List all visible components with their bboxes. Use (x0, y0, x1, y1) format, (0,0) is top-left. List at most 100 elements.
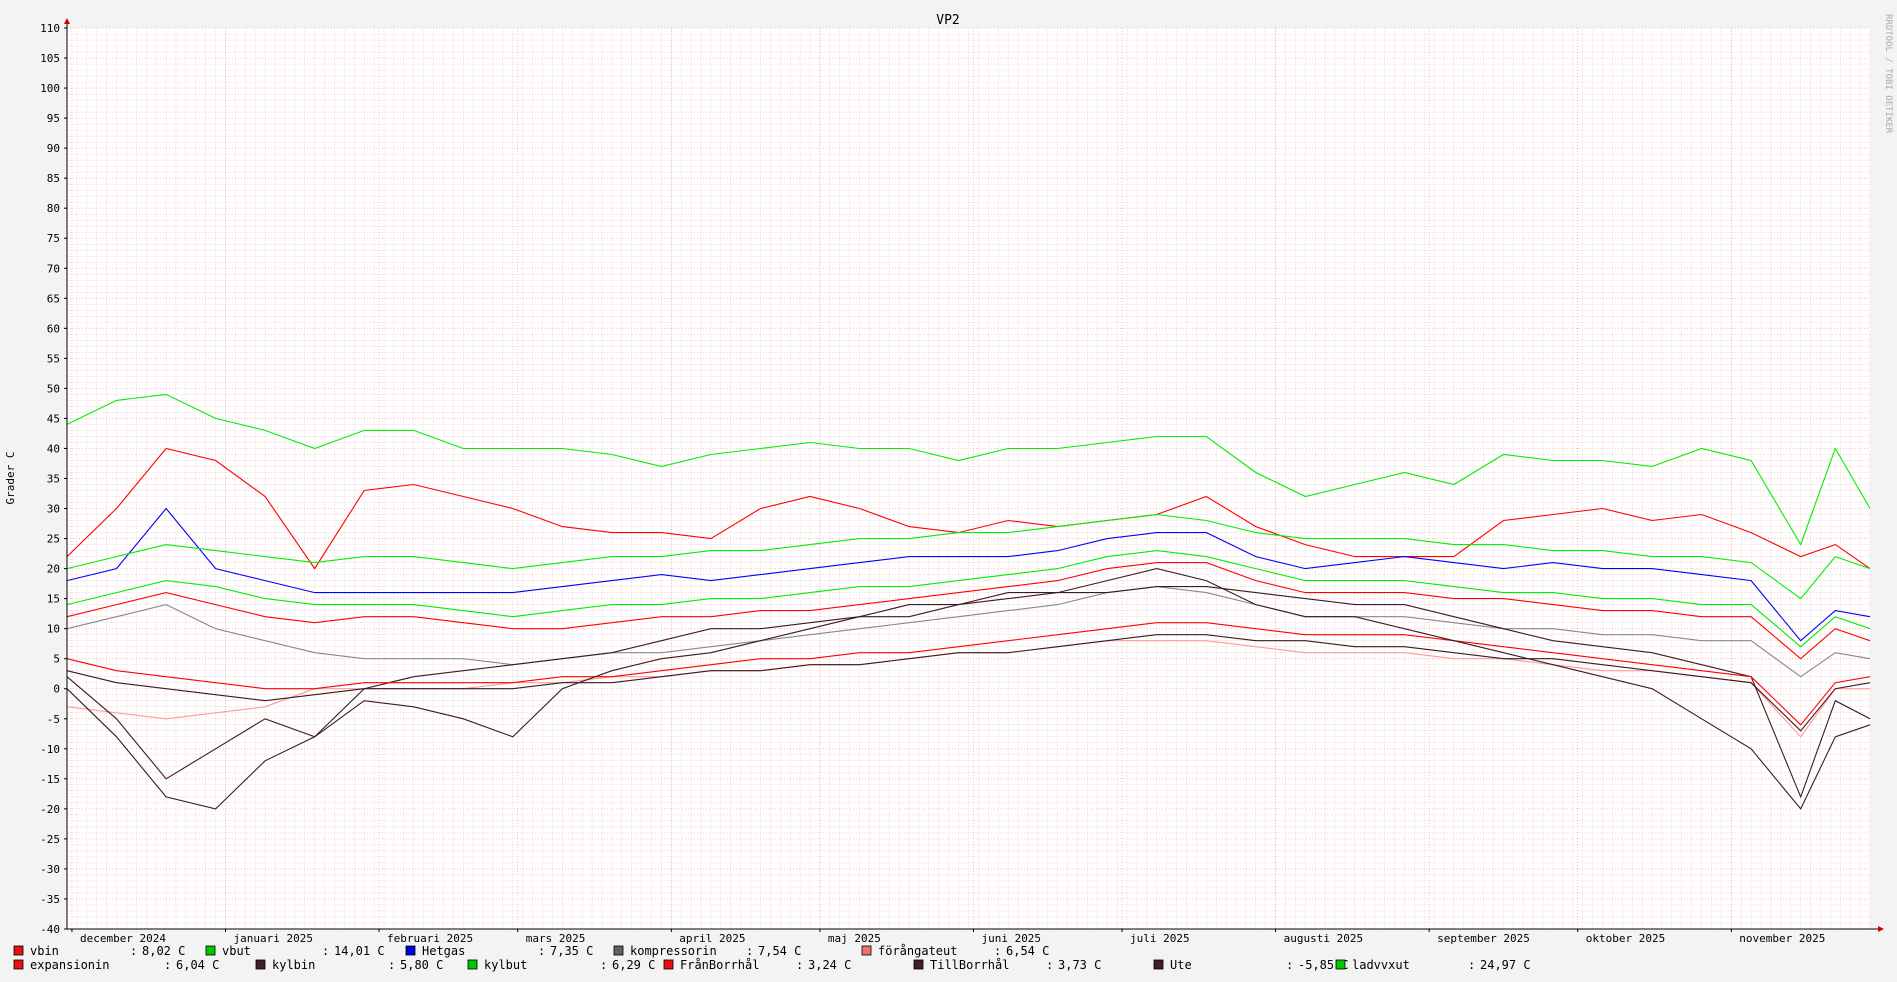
legend-value: 6,04 C (176, 958, 219, 972)
x-tick-label: juli 2025 (1130, 932, 1190, 945)
legend-value: 3,24 C (808, 958, 851, 972)
y-tick-label: 105 (40, 52, 60, 65)
y-tick-label: 35 (47, 473, 60, 486)
y-tick-label: 20 (47, 563, 60, 576)
y-tick-label: -15 (40, 773, 60, 786)
y-tick-label: 30 (47, 503, 60, 516)
grid (66, 27, 1871, 930)
y-tick-label: 50 (47, 382, 60, 395)
legend-name: förångateut (878, 944, 957, 958)
x-tick-label: juni 2025 (981, 932, 1041, 945)
legend-name: kompressorin (630, 944, 717, 958)
legend-value: 8,02 C (142, 944, 185, 958)
legend-colon: : (746, 944, 753, 958)
y-tick-label: -35 (40, 893, 60, 906)
legend-colon: : (796, 958, 803, 972)
x-tick-label: augusti 2025 (1284, 932, 1363, 945)
legend-colon: : (538, 944, 545, 958)
legend-swatch (861, 945, 872, 956)
series-line-expansionin (66, 562, 1871, 660)
x-tick-label: november 2025 (1739, 932, 1825, 945)
legend-value: 7,54 C (758, 944, 801, 958)
legend-item-förångateut: förångateut:6,54 C (861, 944, 1049, 958)
series-line-kompressorin (66, 586, 1871, 678)
series-line-kylbut (66, 550, 1871, 648)
legend-item-TillBorrhål: TillBorrhål:3,73 C (913, 958, 1101, 972)
legend-name: FrånBorrhål (680, 958, 759, 972)
y-tick-label: 85 (47, 172, 60, 185)
legend-value: 6,54 C (1006, 944, 1049, 958)
y-tick-label: 110 (40, 22, 60, 35)
x-tick-label: oktober 2025 (1586, 932, 1665, 945)
legend-value: 3,73 C (1058, 958, 1101, 972)
legend-swatch (1153, 959, 1164, 970)
x-tick-label: mars 2025 (526, 932, 586, 945)
legend-swatch (13, 959, 24, 970)
legend-swatch (205, 945, 216, 956)
axes (64, 18, 1884, 932)
legend-value: 6,29 C (612, 958, 655, 972)
legend-item-kylbin: kylbin:5,80 C (255, 958, 443, 972)
y-tick-label: -10 (40, 743, 60, 756)
y-tick-label: 40 (47, 442, 60, 455)
legend-name: expansionin (30, 958, 109, 972)
y-tick-label: 5 (53, 653, 60, 666)
chart-title: VP2 (936, 13, 959, 28)
legend-item-kompressorin: kompressorin:7,54 C (613, 944, 801, 958)
y-tick-label: 60 (47, 322, 60, 335)
legend-swatch (405, 945, 416, 956)
y-tick-label: 65 (47, 292, 60, 305)
y-tick-label: 55 (47, 352, 60, 365)
legend-name: kylbin (272, 958, 315, 972)
legend-colon: : (322, 944, 329, 958)
x-tick-label: april 2025 (679, 932, 745, 945)
series-line-ladvvxut (66, 513, 1871, 600)
x-tick-label: maj 2025 (828, 932, 881, 945)
legend-value: 5,80 C (400, 958, 443, 972)
y-tick-labels: 1101051009590858075706560555045403530252… (40, 22, 67, 936)
x-tick-label: september 2025 (1437, 932, 1530, 945)
legend-colon: : (1468, 958, 1475, 972)
legend-item-kylbut: kylbut:6,29 C (467, 958, 655, 972)
series-line-vbut (66, 393, 1871, 546)
legend-value: 7,35 C (550, 944, 593, 958)
y-tick-label: 25 (47, 533, 60, 546)
legend-name: Ute (1170, 958, 1192, 972)
x-tick-label: februari 2025 (387, 932, 473, 945)
y-tick-label: -40 (40, 923, 60, 936)
legend-colon: : (1046, 958, 1053, 972)
legend-item-ladvvxut: ladvvxut:24,97 C (1335, 958, 1531, 972)
legend-colon: : (130, 944, 137, 958)
legend-item-Hetgas: Hetgas:7,35 C (405, 944, 593, 958)
y-tick-label: -25 (40, 833, 60, 846)
legend-name: TillBorrhål (930, 958, 1009, 972)
series-line-FrånBorrhål (66, 622, 1871, 726)
legend-item-vbut: vbut:14,01 C (205, 944, 385, 958)
legend-swatch (1335, 959, 1346, 970)
legend-value: 24,97 C (1480, 958, 1531, 972)
y-tick-label: 90 (47, 142, 60, 155)
y-tick-label: 100 (40, 82, 60, 95)
y-tick-label: 15 (47, 593, 60, 606)
legend-name: vbut (222, 944, 251, 958)
legend-item-FrånBorrhål: FrånBorrhål:3,24 C (663, 958, 851, 972)
legend-colon: : (164, 958, 171, 972)
series-line-vbin (66, 447, 1871, 570)
x-axis-arrow (1878, 926, 1884, 932)
legend-colon: : (388, 958, 395, 972)
y-tick-label: 75 (47, 232, 60, 245)
legend-item-expansionin: expansionin:6,04 C (13, 958, 219, 972)
legend-name: kylbut (484, 958, 527, 972)
legend-swatch (467, 959, 478, 970)
watermark: RRDTOOL / TOBI OETIKER (1883, 14, 1893, 134)
legend-colon: : (994, 944, 1001, 958)
legend-name: Hetgas (422, 944, 465, 958)
y-tick-label: -20 (40, 803, 60, 816)
y-tick-label: 10 (47, 623, 60, 636)
y-tick-label: 45 (47, 412, 60, 425)
legend-swatch (613, 945, 624, 956)
legend-colon: : (1286, 958, 1293, 972)
legend-colon: : (600, 958, 607, 972)
